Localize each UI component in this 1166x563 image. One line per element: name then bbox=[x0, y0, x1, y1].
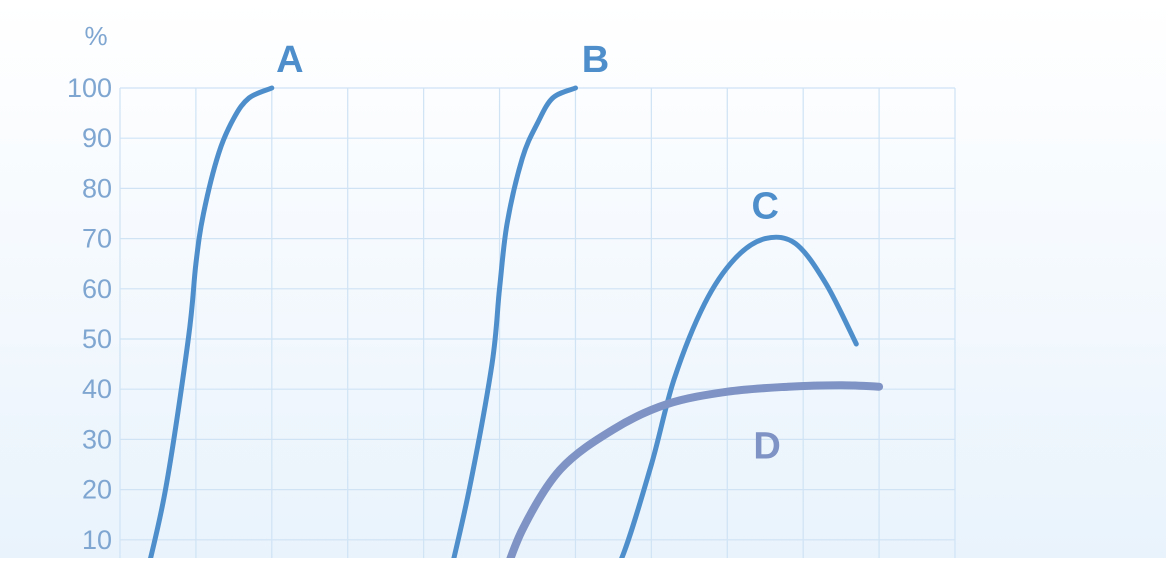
y-tick-label: 100 bbox=[67, 73, 112, 103]
series-labels: A B C D bbox=[276, 39, 781, 468]
y-tick-label: 60 bbox=[82, 274, 112, 304]
series-label-c: C bbox=[752, 186, 779, 228]
y-tick-label: 80 bbox=[82, 173, 112, 203]
grid bbox=[119, 87, 956, 558]
y-axis-unit-label: % bbox=[84, 21, 107, 51]
series-line-a bbox=[146, 85, 275, 563]
series-label-a: A bbox=[276, 39, 303, 81]
series-line-c bbox=[616, 234, 859, 563]
series-label-b: B bbox=[582, 39, 609, 81]
y-tick-label: 90 bbox=[82, 123, 112, 153]
series-lines bbox=[146, 85, 884, 563]
y-tick-label: 40 bbox=[82, 374, 112, 404]
y-tick-label: 10 bbox=[82, 525, 112, 555]
y-axis-ticks: 10 20 30 40 50 60 70 80 90 100 bbox=[67, 73, 112, 555]
y-tick-label: 30 bbox=[82, 424, 112, 454]
series-line-b bbox=[450, 85, 578, 563]
y-tick-label: 20 bbox=[82, 475, 112, 505]
y-tick-label: 70 bbox=[82, 224, 112, 254]
series-label-d: D bbox=[753, 426, 780, 468]
y-tick-label: 50 bbox=[82, 324, 112, 354]
series-line-d bbox=[504, 381, 884, 563]
